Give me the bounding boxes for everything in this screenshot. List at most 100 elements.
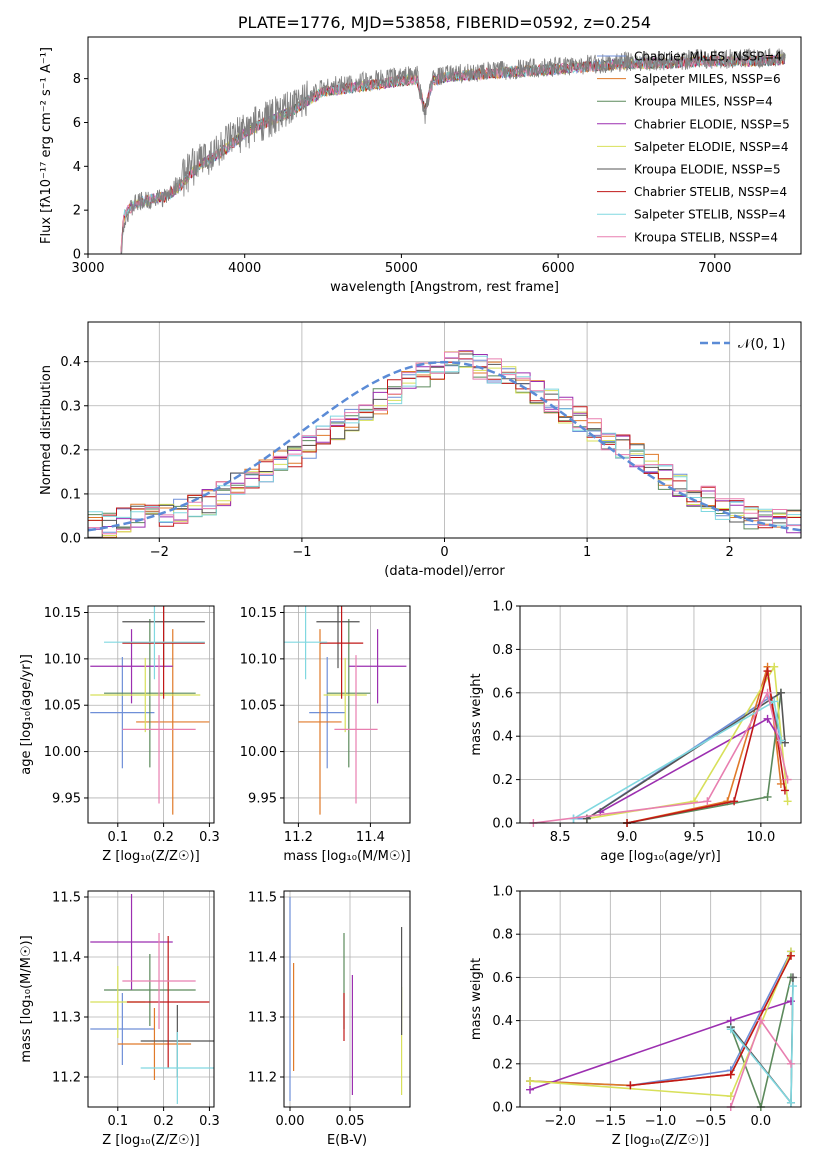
weight-marker	[786, 951, 795, 960]
weight-series-line	[533, 690, 789, 823]
x-axis-label: Z [log₁₀(Z/Z☉)]	[102, 849, 199, 864]
weight-marker	[756, 1016, 765, 1025]
y-tick-label: 0.4	[492, 730, 513, 745]
x-tick-label: 5000	[385, 261, 418, 276]
weight-marker	[726, 1092, 735, 1101]
x-tick-label: 0.1	[107, 830, 128, 845]
x-tick-label: 0.1	[107, 1114, 128, 1129]
legend-label: Salpeter ELODIE, NSSP=4	[634, 140, 789, 154]
weight-marker	[780, 786, 789, 795]
x-tick-label: 0.3	[199, 830, 220, 845]
x-tick-label: 9.0	[617, 830, 638, 845]
weight-marker	[770, 662, 779, 671]
x-tick-label: 11.4	[356, 830, 385, 845]
x-tick-label: 6000	[542, 261, 575, 276]
x-axis-label: wavelength [Angstrom, rest frame]	[330, 280, 559, 295]
axes-frame	[283, 890, 411, 1108]
y-tick-label: 0	[73, 248, 81, 263]
axes-5	[84, 891, 214, 1111]
x-tick-label: 0.3	[199, 1114, 220, 1129]
x-tick-label: 7000	[698, 261, 731, 276]
weight-series-line	[626, 692, 782, 823]
y-tick-label: 11.2	[52, 1071, 81, 1086]
x-tick-label: 8.5	[550, 830, 571, 845]
x-axis-label: mass [log₁₀(M/M☉)]	[283, 849, 410, 864]
weight-marker	[726, 1070, 735, 1079]
axes-frame	[519, 605, 802, 824]
x-tick-label: −0.5	[695, 1114, 727, 1129]
y-tick-label: 9.95	[52, 791, 81, 806]
x-tick-label: 9.5	[684, 830, 705, 845]
legend-label: 𝒩(0, 1)	[738, 337, 785, 352]
y-tick-label: 0.8	[492, 928, 513, 943]
x-axis-label: Z [log₁₀(Z/Z☉)]	[612, 1133, 709, 1148]
weight-marker	[783, 775, 792, 784]
weight-marker	[770, 697, 779, 706]
y-tick-label: 0.0	[492, 817, 513, 832]
weight-marker	[786, 1059, 795, 1068]
legend-label: Salpeter STELIB, NSSP=4	[634, 208, 786, 222]
axes-frame	[87, 36, 802, 255]
axes-0	[84, 78, 716, 258]
y-tick-label: 0.3	[60, 399, 81, 414]
x-tick-label: 4000	[228, 261, 261, 276]
legend-label: Kroupa ELODIE, NSSP=5	[634, 163, 781, 177]
y-tick-label: 11.2	[248, 1071, 277, 1086]
weight-marker	[776, 688, 785, 697]
weight-marker	[763, 714, 772, 723]
y-tick-label: 0.2	[492, 1057, 513, 1072]
axes-frame	[87, 321, 802, 539]
x-tick-label: 0.2	[153, 830, 174, 845]
weight-marker	[626, 1081, 635, 1090]
y-tick-label: 2	[73, 204, 81, 219]
weight-marker	[763, 688, 772, 697]
y-tick-label: 4	[73, 160, 81, 175]
y-axis-label: mass weight	[469, 958, 484, 1040]
x-axis-label: (data-model)/error	[384, 564, 505, 579]
x-axis-label: age [log₁₀(age/yr)]	[600, 849, 721, 864]
axes-frame	[283, 605, 411, 824]
chart-title: PLATE=1776, MJD=53858, FIBERID=0592, z=0…	[238, 13, 651, 32]
y-tick-label: 11.5	[52, 891, 81, 906]
x-tick-label: 0.05	[336, 1114, 365, 1129]
y-tick-label: 0.6	[492, 971, 513, 986]
y-tick-label: 6	[73, 116, 81, 131]
legend-label: Chabrier ELODIE, NSSP=5	[634, 117, 790, 131]
x-tick-label: 0.2	[153, 1114, 174, 1129]
weight-marker	[689, 797, 698, 806]
axes-7	[516, 890, 801, 1111]
weight-marker	[730, 797, 739, 806]
y-axis-label: Flux [fλ10⁻¹⁷ erg cm⁻² s⁻¹ A⁻¹]	[39, 47, 54, 244]
legend-label: Kroupa MILES, NSSP=4	[634, 95, 773, 109]
weight-marker	[788, 973, 797, 982]
y-tick-label: 10.05	[44, 699, 81, 714]
axes-6	[280, 891, 410, 1111]
y-tick-label: 11.4	[52, 951, 81, 966]
y-tick-label: 10.10	[44, 652, 81, 667]
x-tick-label: 0.0	[751, 1114, 772, 1129]
y-tick-label: 10.10	[240, 652, 277, 667]
weight-marker	[763, 667, 772, 676]
y-tick-label: 0.4	[492, 1014, 513, 1029]
y-axis-label: mass weight	[469, 673, 484, 755]
axes-frame	[519, 890, 802, 1108]
y-tick-label: 0.6	[492, 686, 513, 701]
legend-label: Kroupa STELIB, NSSP=4	[634, 230, 778, 244]
axes-frame	[87, 605, 215, 824]
axes-4	[516, 605, 801, 827]
weight-series-line	[586, 664, 789, 820]
y-axis-label: Normed distribution	[39, 365, 54, 495]
x-tick-label: 10.0	[746, 830, 775, 845]
axes-3	[280, 606, 410, 827]
weight-marker	[788, 982, 797, 991]
y-tick-label: 11.5	[248, 891, 277, 906]
y-tick-label: 11.3	[52, 1011, 81, 1026]
y-tick-label: 0.2	[60, 443, 81, 458]
y-tick-label: 0.1	[60, 487, 81, 502]
y-tick-label: 1.0	[492, 600, 513, 615]
x-axis-label: E(B-V)	[327, 1133, 367, 1148]
data-series-line	[120, 47, 786, 254]
y-tick-label: 9.95	[248, 791, 277, 806]
weight-marker	[780, 738, 789, 747]
